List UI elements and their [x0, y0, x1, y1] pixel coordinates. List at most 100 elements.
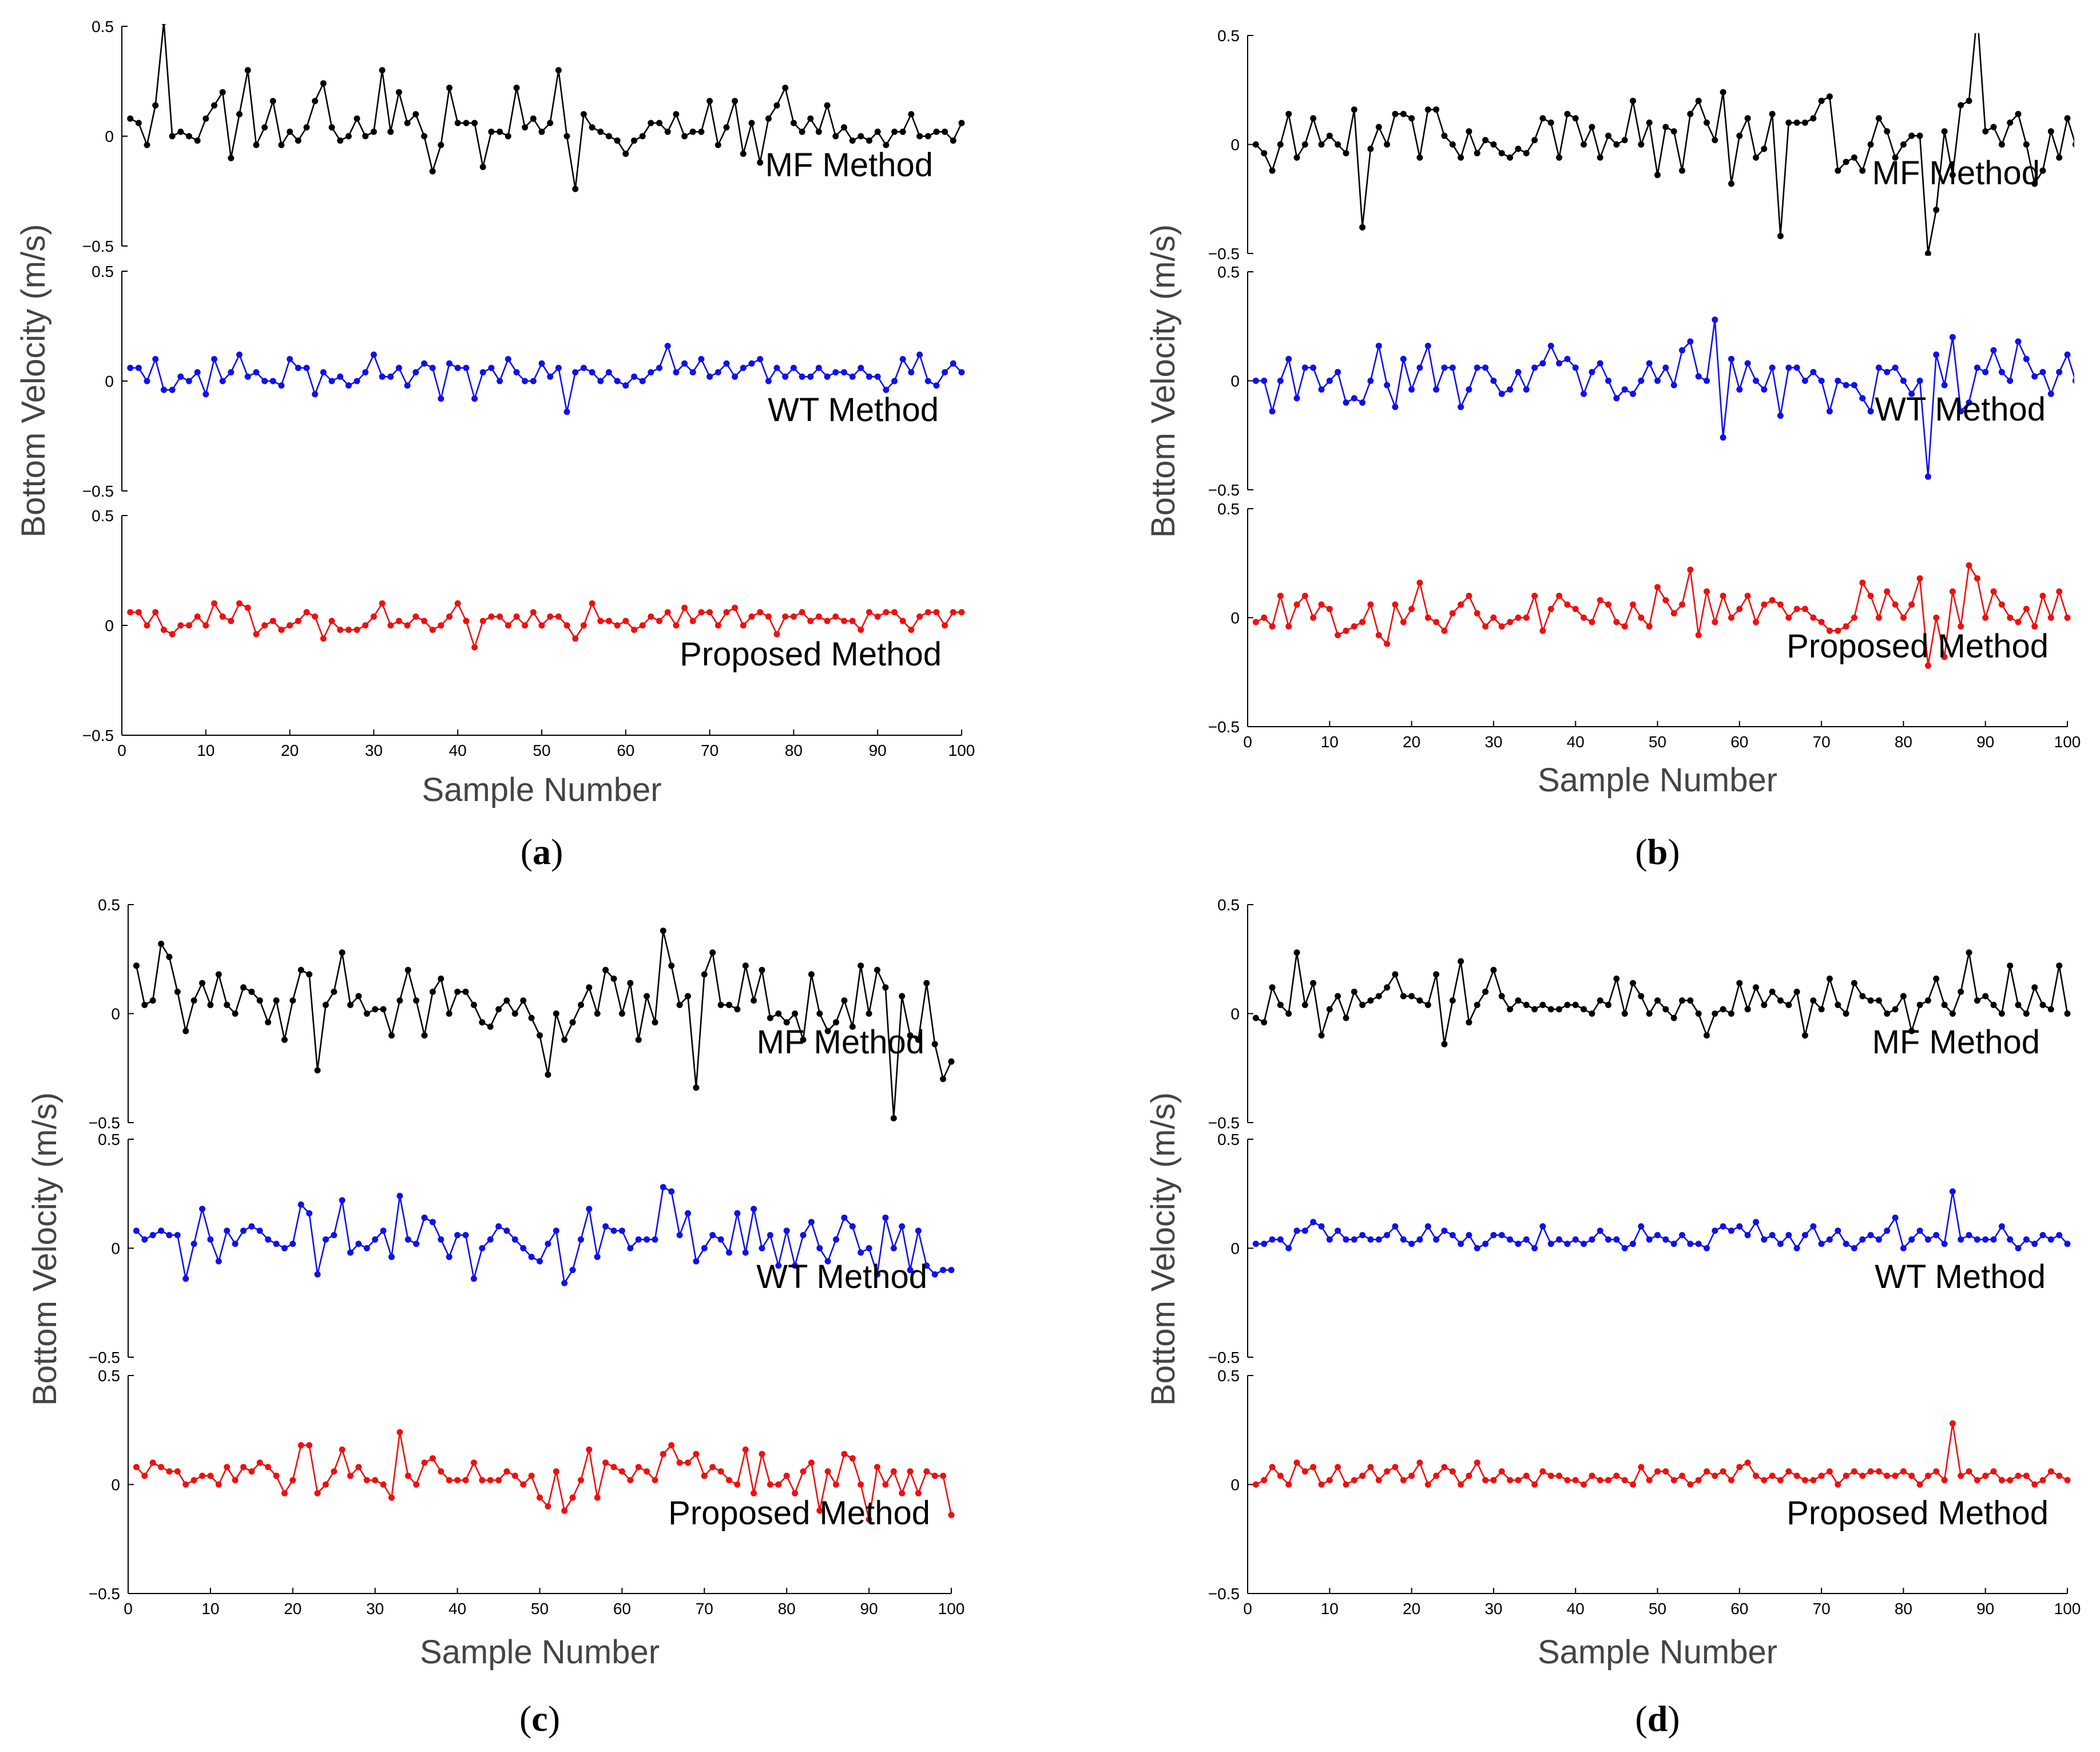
data-point: [757, 159, 764, 166]
data-point: [799, 609, 805, 616]
data-point: [1424, 1481, 1431, 1488]
data-point: [479, 1019, 486, 1026]
data-point: [1875, 115, 1882, 122]
data-point: [322, 1236, 329, 1243]
data-point: [228, 617, 235, 624]
y-tick-label: −0.5: [1208, 481, 1240, 499]
data-point: [841, 369, 847, 376]
data-point: [1835, 1227, 1841, 1234]
data-point: [1662, 1236, 1669, 1243]
data-point: [2031, 373, 2038, 380]
data-point: [874, 613, 881, 620]
data-point: [372, 1236, 379, 1243]
x-tick-label: 60: [1730, 1600, 1748, 1618]
data-point: [1367, 378, 1374, 384]
data-point: [1581, 390, 1587, 397]
data-point: [553, 1010, 559, 1017]
data-point: [1597, 154, 1603, 161]
data-point: [1753, 619, 1759, 625]
data-point: [182, 1275, 189, 1282]
data-point: [1966, 949, 1972, 956]
data-point: [648, 369, 654, 376]
data-point: [783, 1227, 790, 1234]
data-point: [1990, 1236, 1997, 1243]
data-point: [1277, 1472, 1284, 1479]
data-point: [185, 378, 192, 385]
data-point: [1687, 997, 1694, 1004]
data-point: [1638, 615, 1645, 621]
data-point: [673, 369, 680, 376]
data-point: [1695, 632, 1702, 639]
data-point: [244, 373, 251, 380]
data-point: [337, 137, 344, 144]
data-point: [1646, 1010, 1653, 1017]
data-point: [1458, 1481, 1464, 1488]
data-point: [1753, 154, 1759, 161]
data-point: [1581, 615, 1587, 621]
data-point: [1482, 1477, 1489, 1484]
data-point: [714, 622, 721, 629]
data-point: [1908, 132, 1915, 139]
data-point: [775, 1481, 782, 1488]
x-tick-label: 70: [696, 1600, 713, 1618]
data-point: [907, 1032, 914, 1039]
data-point: [2015, 1472, 2022, 1479]
data-point: [306, 1442, 313, 1449]
data-point: [1482, 364, 1489, 371]
data-point: [1384, 1232, 1391, 1239]
data-point: [2007, 378, 2014, 384]
data-point: [463, 120, 470, 126]
data-point: [689, 617, 696, 624]
data-point: [312, 391, 319, 398]
data-point: [635, 1464, 642, 1470]
data-point: [152, 356, 159, 363]
x-tick-label: 50: [1649, 1600, 1666, 1618]
data-point: [505, 622, 511, 629]
data-point: [1351, 1236, 1357, 1243]
data-point: [1679, 347, 1685, 354]
data-point: [782, 373, 789, 380]
data-point: [203, 622, 209, 629]
data-point: [1556, 1472, 1562, 1479]
data-point: [1424, 1001, 1431, 1008]
data-point: [874, 966, 880, 973]
data-point: [605, 617, 612, 624]
data-point: [537, 1032, 543, 1039]
data-point: [915, 1227, 922, 1234]
data-point: [331, 1232, 338, 1239]
data-point: [1498, 993, 1505, 1000]
data-point: [1646, 623, 1653, 630]
data-point: [1564, 1477, 1571, 1484]
data-point: [931, 1041, 938, 1048]
data-point: [883, 141, 890, 148]
subplot-1: 0.5 0 −0.5 MF Method: [1208, 27, 2074, 263]
x-tick-label: 90: [860, 1600, 878, 1618]
data-point: [1392, 403, 1399, 410]
data-point: [547, 120, 554, 126]
data-point: [174, 988, 181, 995]
data-point: [1826, 976, 1833, 982]
series-line: [1256, 1191, 2068, 1249]
data-point: [891, 378, 898, 385]
data-point: [1326, 1006, 1333, 1013]
data-point: [1589, 368, 1595, 375]
data-point: [295, 364, 301, 371]
data-point: [2007, 615, 2014, 621]
data-point: [668, 1188, 675, 1195]
y-tick-label: 0: [1230, 136, 1240, 154]
data-point: [1384, 141, 1391, 148]
data-point: [1310, 615, 1317, 621]
data-point: [530, 115, 537, 122]
data-point: [660, 927, 666, 934]
data-point: [899, 993, 906, 1000]
data-point: [513, 613, 520, 620]
data-point: [1474, 1245, 1480, 1251]
data-point: [1293, 395, 1300, 402]
data-point: [1990, 1001, 1997, 1008]
data-point: [1408, 386, 1415, 393]
data-point: [446, 1010, 452, 1017]
data-point: [792, 1262, 799, 1269]
data-point: [597, 128, 604, 135]
data-point: [339, 949, 346, 956]
